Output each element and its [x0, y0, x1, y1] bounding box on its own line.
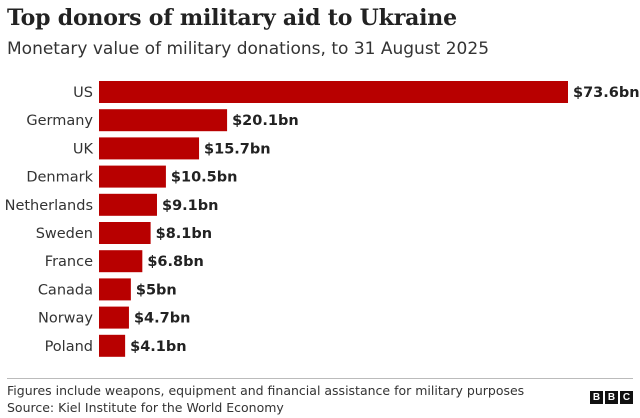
value-label-us: $73.6bn: [573, 85, 640, 101]
logo-letter-c: C: [620, 391, 633, 404]
category-label-us: US: [73, 85, 93, 101]
value-label-germany: $20.1bn: [232, 113, 299, 129]
bar-canada: [99, 278, 131, 301]
category-label-poland: Poland: [45, 339, 93, 355]
value-label-canada: $5bn: [136, 282, 177, 298]
bar-sweden: [99, 222, 151, 244]
category-label-france: France: [45, 254, 93, 270]
logo-letter-b1: B: [590, 391, 603, 404]
category-label-norway: Norway: [38, 311, 93, 327]
category-label-canada: Canada: [38, 282, 93, 298]
bar-france: [99, 250, 143, 273]
chart-subtitle: Monetary value of military donations, to…: [7, 39, 490, 59]
value-label-france: $6.8bn: [147, 254, 203, 270]
bar-us: [99, 81, 568, 103]
footnote: Figures include weapons, equipment and f…: [7, 383, 525, 398]
category-label-uk: UK: [73, 141, 94, 157]
value-label-uk: $15.7bn: [204, 141, 271, 157]
bar-germany: [99, 109, 228, 132]
source-note: Source: Kiel Institute for the World Eco…: [7, 400, 284, 415]
value-label-netherlands: $9.1bn: [162, 198, 218, 214]
bar-denmark: [99, 165, 166, 188]
value-label-sweden: $8.1bn: [156, 226, 212, 242]
category-label-denmark: Denmark: [26, 170, 93, 186]
bar-netherlands: [99, 193, 157, 216]
bar-chart: US $73.6bn Germany $20.1bn UK $15.7bn Denmark $…: [5, 81, 640, 357]
chart-title: Top donors of military aid to Ukraine: [7, 5, 457, 31]
bar-uk: [99, 137, 200, 160]
value-label-norway: $4.7bn: [134, 311, 190, 327]
value-label-denmark: $10.5bn: [171, 170, 238, 186]
footer-divider: [7, 378, 633, 379]
bbc-logo: B B C: [590, 391, 633, 404]
logo-letter-b2: B: [605, 391, 618, 404]
bar-norway: [99, 306, 129, 329]
value-label-poland: $4.1bn: [130, 339, 186, 355]
category-label-sweden: Sweden: [36, 226, 93, 242]
category-label-germany: Germany: [26, 113, 93, 129]
category-label-netherlands: Netherlands: [5, 198, 93, 214]
bar-poland: [99, 334, 126, 357]
